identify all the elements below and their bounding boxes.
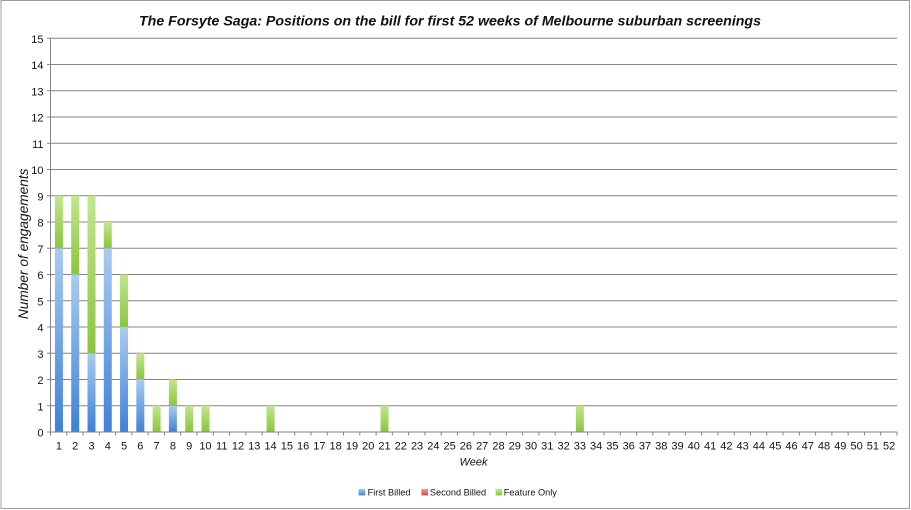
svg-text:12: 12 [31, 113, 43, 125]
svg-text:11: 11 [216, 441, 227, 453]
svg-text:8: 8 [37, 218, 43, 230]
svg-text:52: 52 [883, 441, 895, 453]
svg-text:The Forsyte Saga: Positions on: The Forsyte Saga: Positions on the bill … [139, 13, 761, 29]
svg-text:28: 28 [492, 441, 504, 453]
svg-text:47: 47 [802, 441, 814, 453]
svg-text:4: 4 [37, 323, 43, 335]
svg-text:3: 3 [88, 441, 94, 453]
svg-text:1: 1 [56, 441, 62, 453]
svg-text:24: 24 [427, 441, 439, 453]
svg-text:9: 9 [37, 191, 43, 203]
svg-text:48: 48 [818, 441, 830, 453]
svg-text:8: 8 [170, 441, 176, 453]
svg-text:3: 3 [37, 349, 43, 361]
svg-text:50: 50 [850, 441, 862, 453]
svg-text:16: 16 [297, 441, 309, 453]
svg-text:33: 33 [574, 441, 586, 453]
svg-text:22: 22 [395, 441, 407, 453]
svg-text:15: 15 [31, 34, 43, 46]
svg-text:0: 0 [37, 428, 43, 440]
svg-text:38: 38 [655, 441, 667, 453]
svg-text:51: 51 [867, 441, 879, 453]
svg-text:27: 27 [476, 441, 488, 453]
svg-text:13: 13 [31, 86, 43, 98]
svg-text:11: 11 [32, 139, 43, 151]
svg-text:41: 41 [704, 441, 716, 453]
svg-text:19: 19 [346, 441, 358, 453]
svg-text:14: 14 [264, 441, 276, 453]
svg-text:20: 20 [362, 441, 374, 453]
svg-text:1: 1 [37, 401, 43, 413]
svg-text:Number of engagements: Number of engagements [16, 168, 31, 319]
svg-text:15: 15 [281, 441, 293, 453]
svg-text:12: 12 [232, 441, 244, 453]
svg-text:14: 14 [31, 60, 43, 72]
svg-text:34: 34 [590, 441, 602, 453]
svg-text:5: 5 [37, 296, 43, 308]
svg-text:Feature Only: Feature Only [504, 488, 558, 498]
svg-text:6: 6 [37, 270, 43, 282]
svg-text:43: 43 [737, 441, 749, 453]
svg-text:29: 29 [509, 441, 521, 453]
svg-text:30: 30 [525, 441, 537, 453]
svg-text:25: 25 [444, 441, 456, 453]
svg-text:32: 32 [557, 441, 569, 453]
svg-text:5: 5 [121, 441, 127, 453]
svg-text:10: 10 [199, 441, 211, 453]
svg-text:First Billed: First Billed [368, 488, 411, 498]
svg-text:37: 37 [639, 441, 651, 453]
svg-text:49: 49 [834, 441, 846, 453]
svg-text:18: 18 [330, 441, 342, 453]
svg-text:7: 7 [37, 244, 43, 256]
svg-text:6: 6 [137, 441, 143, 453]
svg-text:31: 31 [541, 441, 553, 453]
svg-text:26: 26 [460, 441, 472, 453]
svg-text:44: 44 [753, 441, 765, 453]
svg-text:17: 17 [313, 441, 325, 453]
svg-text:4: 4 [105, 441, 111, 453]
svg-text:7: 7 [154, 441, 160, 453]
svg-text:Second Billed: Second Billed [430, 488, 486, 498]
svg-text:9: 9 [186, 441, 192, 453]
svg-text:Week: Week [460, 456, 488, 468]
svg-text:35: 35 [606, 441, 618, 453]
svg-text:46: 46 [785, 441, 797, 453]
svg-text:40: 40 [688, 441, 700, 453]
svg-text:45: 45 [769, 441, 781, 453]
svg-text:10: 10 [31, 165, 43, 177]
svg-text:21: 21 [378, 441, 390, 453]
svg-text:39: 39 [671, 441, 683, 453]
svg-text:2: 2 [72, 441, 78, 453]
svg-text:42: 42 [720, 441, 732, 453]
svg-text:2: 2 [37, 375, 43, 387]
svg-text:36: 36 [623, 441, 635, 453]
svg-text:13: 13 [248, 441, 260, 453]
svg-text:23: 23 [411, 441, 423, 453]
